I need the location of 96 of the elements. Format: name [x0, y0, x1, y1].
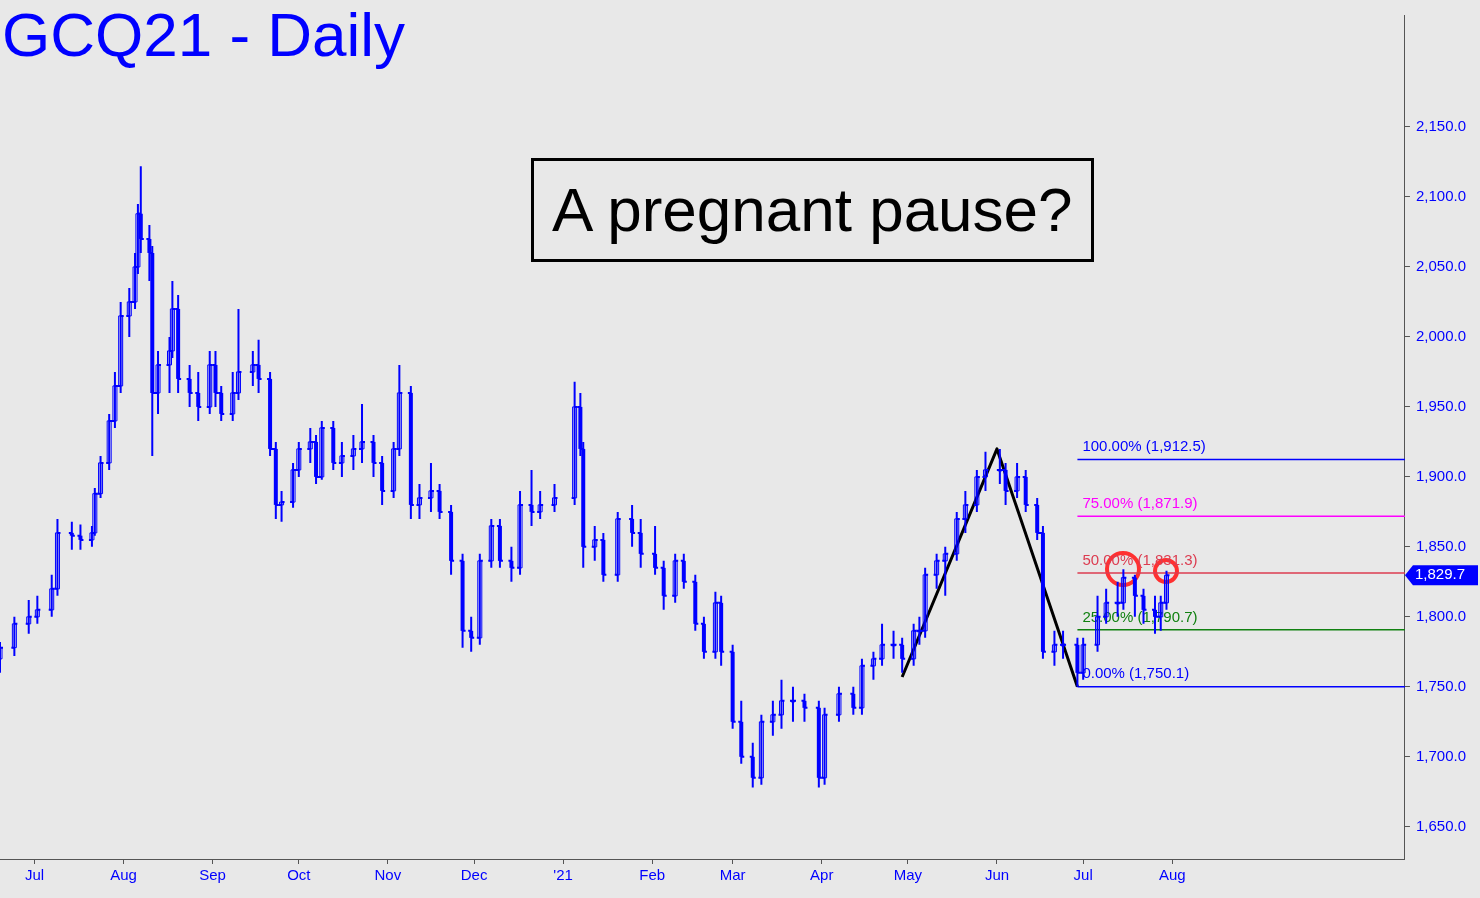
x-tick-label: Nov — [374, 866, 402, 884]
y-tick-label: 1,800.0 — [1415, 607, 1466, 624]
x-tick-label: Mar — [719, 866, 746, 884]
x-tick-label: Sep — [199, 866, 226, 884]
x-tick-label: Jul — [24, 866, 45, 884]
candlestick — [187, 363, 192, 408]
candlestick — [739, 699, 744, 765]
x-tick-label: Feb — [639, 866, 666, 884]
y-tick-label: 1,900.0 — [1415, 467, 1466, 485]
candlestick — [770, 699, 776, 737]
candlestick — [1014, 461, 1020, 499]
candlestick — [790, 685, 796, 723]
candlestick — [859, 657, 865, 716]
x-tick-label: Jul — [1073, 866, 1093, 884]
y-tick-label: 2,000.0 — [1415, 327, 1466, 345]
candlestick — [974, 468, 980, 513]
x-tick-label: Aug — [1158, 866, 1186, 884]
candlestick — [778, 678, 784, 730]
candlestick — [1132, 573, 1137, 618]
candlestick — [758, 713, 764, 786]
candlestick — [488, 517, 494, 569]
candlestick — [1051, 629, 1057, 667]
y-tick-label: 1,850.0 — [1415, 537, 1466, 555]
candlestick — [630, 503, 635, 548]
candlestick — [661, 559, 666, 611]
candlestick — [851, 685, 856, 716]
candlestick — [34, 594, 40, 625]
candlestick — [537, 489, 543, 520]
candlestick — [509, 545, 514, 583]
candlestick — [1023, 468, 1028, 513]
candlestick — [196, 370, 201, 422]
candlestick — [681, 552, 686, 590]
legend-label: 0.00% (1,750.1) — [1082, 664, 1190, 682]
candlestick — [1060, 629, 1066, 660]
candlestick — [750, 741, 755, 789]
candlestick — [900, 636, 905, 674]
x-tick-label: Oct — [287, 866, 312, 884]
candlestick — [879, 622, 885, 667]
candlestick — [380, 454, 385, 506]
text: 1,829.7 — [1414, 565, 1465, 583]
ref-line-label: 75.00% (1,871.9) — [1082, 493, 1198, 511]
candlestick — [802, 692, 807, 723]
candlestick — [437, 482, 442, 520]
candlestick — [730, 643, 735, 730]
candlestick — [416, 482, 422, 520]
candlestick — [371, 433, 376, 478]
candlestick — [672, 552, 678, 604]
candlestick — [460, 552, 465, 649]
annotation: A pregnant pause? — [531, 158, 1094, 262]
candlestick — [982, 450, 988, 492]
x-tick-label: '21 — [553, 866, 573, 884]
candlestick — [934, 552, 940, 590]
candlestick — [26, 599, 32, 635]
candlestick — [517, 489, 523, 576]
y-tick-label: 1,750.0 — [1415, 676, 1466, 694]
candlestick — [615, 510, 621, 583]
candlestick — [870, 650, 876, 681]
x-tick-label: Dec — [460, 866, 488, 884]
chart-title: GCQ21 - Daily — [2, 0, 406, 69]
candlestick — [469, 615, 474, 653]
candlestick — [78, 523, 83, 551]
candlestick — [653, 524, 658, 576]
x-tick-label: May — [893, 866, 923, 884]
y-tick-label: 2,100.0 — [1415, 187, 1466, 205]
candlestick — [572, 380, 578, 506]
candlestick — [601, 531, 606, 583]
candlestick — [942, 545, 948, 597]
candlestick — [638, 517, 643, 569]
candlestick — [701, 615, 706, 660]
candlestick — [954, 510, 960, 562]
candlestick — [408, 384, 413, 520]
y-tick-label: 1,950.0 — [1415, 397, 1466, 415]
candlestick — [891, 629, 897, 660]
y-tick-label: 1,700.0 — [1415, 746, 1466, 764]
candlestick — [339, 440, 345, 478]
candlestick — [11, 615, 17, 658]
candlestick — [962, 489, 968, 534]
y-tick-label: 1,650.0 — [1415, 816, 1466, 834]
candlestick — [693, 573, 698, 632]
candlestick — [529, 468, 534, 527]
candlestick — [428, 461, 434, 513]
candlestick — [592, 524, 598, 562]
x-tick-label: Jun — [984, 866, 1010, 884]
candlestick — [449, 503, 454, 576]
candlestick — [552, 482, 558, 513]
candlestick — [350, 433, 356, 471]
y-tick-label: 2,150.0 — [1415, 117, 1466, 135]
candlestick — [477, 552, 483, 646]
candlestick — [836, 685, 842, 723]
y-tick-label: 2,050.0 — [1415, 257, 1466, 275]
x-tick-label: Apr — [810, 866, 834, 884]
candlestick — [331, 419, 336, 471]
candlestick — [359, 403, 365, 464]
x-tick-label: Aug — [110, 866, 137, 884]
candlestick — [497, 517, 502, 569]
ref-line-label: 100.00% (1,912.5) — [1082, 437, 1206, 455]
